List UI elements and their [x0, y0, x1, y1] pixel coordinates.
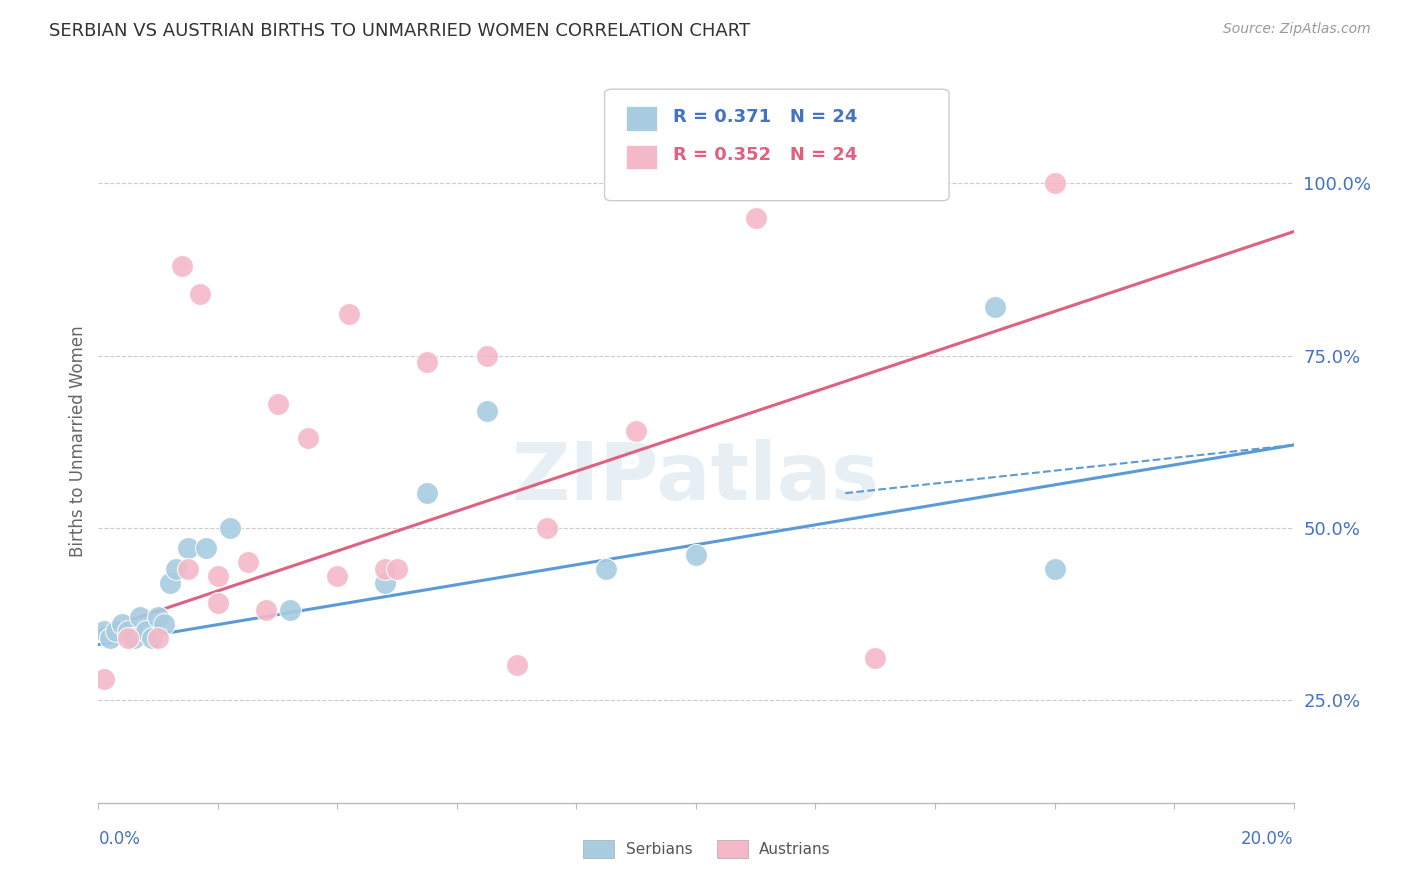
Point — [188, 286, 211, 301]
Point — [117, 631, 139, 645]
Point — [172, 259, 194, 273]
Point — [93, 624, 115, 638]
Point — [124, 631, 146, 645]
Point — [626, 424, 648, 438]
Point — [339, 307, 361, 321]
Point — [135, 624, 157, 638]
Text: SERBIAN VS AUSTRIAN BIRTHS TO UNMARRIED WOMEN CORRELATION CHART: SERBIAN VS AUSTRIAN BIRTHS TO UNMARRIED … — [49, 22, 751, 40]
Point — [475, 349, 498, 363]
Point — [745, 211, 768, 225]
Y-axis label: Births to Unmarried Women: Births to Unmarried Women — [69, 326, 87, 558]
Point — [93, 672, 115, 686]
Point — [165, 562, 187, 576]
Point — [254, 603, 277, 617]
Point — [177, 541, 200, 556]
Point — [595, 562, 617, 576]
Point — [195, 541, 218, 556]
Text: Austrians: Austrians — [759, 842, 831, 856]
Text: ZIPatlas: ZIPatlas — [512, 439, 880, 516]
Point — [219, 520, 242, 534]
Point — [374, 575, 396, 590]
Point — [374, 562, 396, 576]
Point — [98, 631, 122, 645]
Point — [416, 486, 439, 500]
Point — [1043, 562, 1066, 576]
Point — [236, 555, 259, 569]
Text: Serbians: Serbians — [626, 842, 692, 856]
Point — [506, 658, 529, 673]
Point — [1043, 177, 1066, 191]
Point — [865, 651, 887, 665]
Point — [148, 610, 170, 624]
Point — [207, 568, 229, 582]
Text: R = 0.371   N = 24: R = 0.371 N = 24 — [673, 108, 858, 126]
Point — [536, 520, 558, 534]
Point — [297, 431, 319, 445]
Point — [685, 548, 707, 562]
Text: Source: ZipAtlas.com: Source: ZipAtlas.com — [1223, 22, 1371, 37]
Point — [385, 562, 409, 576]
Point — [153, 616, 176, 631]
Point — [105, 624, 128, 638]
Point — [278, 603, 301, 617]
Text: 20.0%: 20.0% — [1241, 830, 1294, 848]
Point — [416, 355, 439, 369]
Point — [111, 616, 134, 631]
Point — [984, 301, 1007, 315]
Text: R = 0.352   N = 24: R = 0.352 N = 24 — [673, 146, 858, 164]
Point — [177, 562, 200, 576]
Point — [267, 397, 290, 411]
Text: 0.0%: 0.0% — [98, 830, 141, 848]
Point — [117, 624, 139, 638]
Point — [148, 631, 170, 645]
Point — [159, 575, 181, 590]
Point — [129, 610, 152, 624]
Point — [207, 596, 229, 610]
Point — [475, 403, 498, 417]
Point — [326, 568, 349, 582]
Point — [141, 631, 163, 645]
